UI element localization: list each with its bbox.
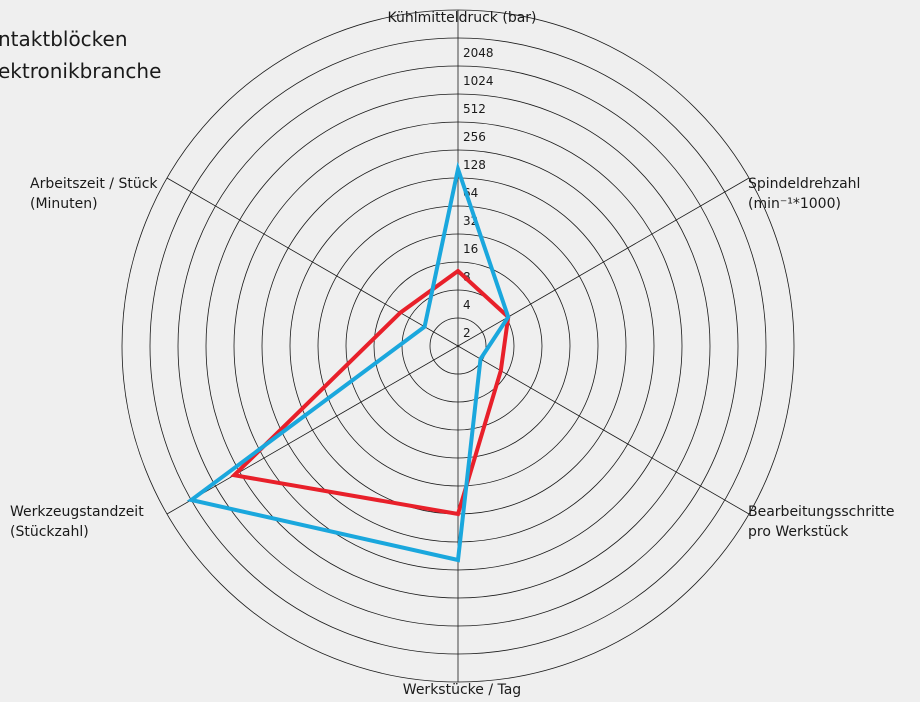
title-line-1: ntaktblöcken (0, 27, 128, 51)
axis-label-5: Werkzeugstandzeit (10, 504, 144, 520)
data-series (186, 161, 511, 563)
ring-tick-label: 2048 (463, 46, 494, 60)
axis-spoke (457, 345, 750, 515)
series-2-polygon (186, 161, 511, 563)
chart-title: ntaktblöcken ektronikbranche (0, 27, 161, 83)
axis-label-4: Werkstücke / Tag (403, 682, 521, 698)
axis-label-2: Spindeldrehzahl (748, 176, 860, 192)
ring-tick-label: 2 (463, 326, 471, 340)
axis-spoke (166, 177, 459, 347)
axis-spoke (166, 345, 459, 515)
axis-spoke (457, 177, 750, 347)
axis-label-3: pro Werkstück (748, 524, 849, 540)
axis-label-3: Bearbeitungsschritte (748, 504, 894, 520)
radar-grid (121, 9, 795, 683)
axis-label-6: Arbeitszeit / Stück (30, 176, 158, 192)
axis-labels: Kühlmitteldruck (bar) Spindeldrehzahl (min… (10, 10, 894, 698)
ring-tick-label: 1024 (463, 74, 494, 88)
ring-tick-label: 128 (463, 158, 486, 172)
axis-label-6: (Minuten) (30, 196, 98, 212)
ring-tick-label: 4 (463, 298, 471, 312)
axis-label-5: (Stückzahl) (10, 524, 89, 540)
axis-label-1: Kühlmitteldruck (bar) (387, 10, 536, 26)
ring-tick-label: 256 (463, 130, 486, 144)
ring-tick-label: 16 (463, 242, 478, 256)
ring-tick-label: 512 (463, 102, 486, 116)
axis-label-2: (min⁻¹*1000) (748, 196, 841, 212)
title-line-2: ektronikbranche (0, 59, 161, 83)
